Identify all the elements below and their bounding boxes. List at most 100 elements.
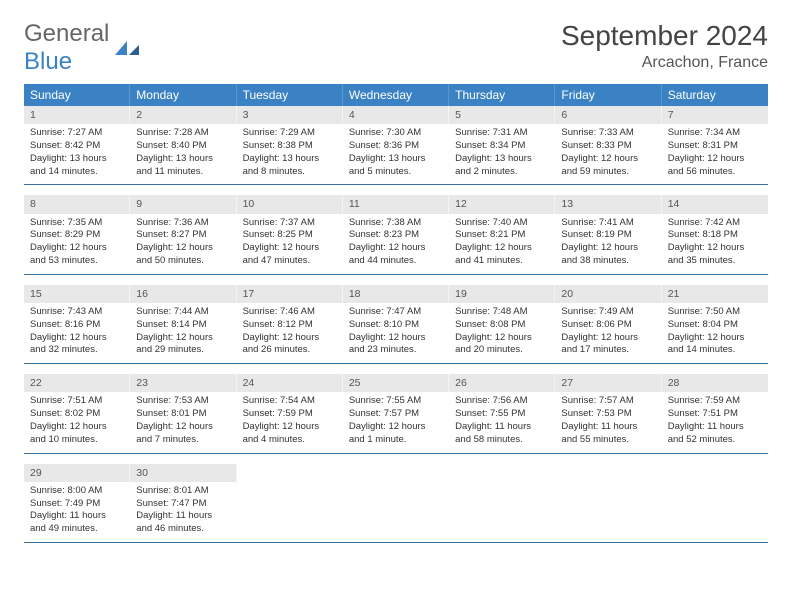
- sunrise-line: Sunrise: 7:28 AM: [136, 127, 230, 140]
- day-body: Sunrise: 7:33 AMSunset: 8:33 PMDaylight:…: [555, 124, 661, 184]
- day-number: 20: [555, 285, 661, 303]
- sunrise-line: Sunrise: 7:50 AM: [668, 306, 762, 319]
- sunrise-line: Sunrise: 7:30 AM: [349, 127, 443, 140]
- dow-cell: Sunday: [24, 84, 130, 106]
- day-cell: 7Sunrise: 7:34 AMSunset: 8:31 PMDaylight…: [662, 106, 768, 184]
- day-number: 26: [449, 374, 555, 392]
- week-row: 8Sunrise: 7:35 AMSunset: 8:29 PMDaylight…: [24, 195, 768, 274]
- day-cell: 17Sunrise: 7:46 AMSunset: 8:12 PMDayligh…: [237, 285, 343, 363]
- daylight-line: Daylight: 12 hours and 35 minutes.: [668, 242, 762, 268]
- daylight-line: Daylight: 12 hours and 29 minutes.: [136, 332, 230, 358]
- day-number: 18: [343, 285, 449, 303]
- daylight-line: Daylight: 12 hours and 56 minutes.: [668, 153, 762, 179]
- sunset-line: Sunset: 8:38 PM: [243, 140, 337, 153]
- day-cell: 3Sunrise: 7:29 AMSunset: 8:38 PMDaylight…: [237, 106, 343, 184]
- day-number: 7: [662, 106, 768, 124]
- day-cell: 25Sunrise: 7:55 AMSunset: 7:57 PMDayligh…: [343, 374, 449, 452]
- day-body: Sunrise: 7:44 AMSunset: 8:14 PMDaylight:…: [130, 303, 236, 363]
- day-body: Sunrise: 7:43 AMSunset: 8:16 PMDaylight:…: [24, 303, 130, 363]
- sunset-line: Sunset: 8:27 PM: [136, 229, 230, 242]
- day-number: 1: [24, 106, 130, 124]
- day-body: Sunrise: 7:34 AMSunset: 8:31 PMDaylight:…: [662, 124, 768, 184]
- sunset-line: Sunset: 8:01 PM: [136, 408, 230, 421]
- daylight-line: Daylight: 12 hours and 10 minutes.: [30, 421, 124, 447]
- sunrise-line: Sunrise: 7:38 AM: [349, 217, 443, 230]
- day-body: Sunrise: 7:31 AMSunset: 8:34 PMDaylight:…: [449, 124, 555, 184]
- day-body: Sunrise: 7:36 AMSunset: 8:27 PMDaylight:…: [130, 214, 236, 274]
- daylight-line: Daylight: 12 hours and 17 minutes.: [561, 332, 655, 358]
- sunset-line: Sunset: 8:14 PM: [136, 319, 230, 332]
- day-number: 14: [662, 195, 768, 213]
- daylight-line: Daylight: 12 hours and 47 minutes.: [243, 242, 337, 268]
- sunset-line: Sunset: 8:08 PM: [455, 319, 549, 332]
- daylight-line: Daylight: 11 hours and 52 minutes.: [668, 421, 762, 447]
- day-number: 11: [343, 195, 449, 213]
- day-cell: 12Sunrise: 7:40 AMSunset: 8:21 PMDayligh…: [449, 195, 555, 273]
- sunset-line: Sunset: 8:31 PM: [668, 140, 762, 153]
- sunrise-line: Sunrise: 7:49 AM: [561, 306, 655, 319]
- day-cell: 29Sunrise: 8:00 AMSunset: 7:49 PMDayligh…: [24, 464, 130, 542]
- day-cell-empty: [237, 464, 343, 542]
- day-cell: 4Sunrise: 7:30 AMSunset: 8:36 PMDaylight…: [343, 106, 449, 184]
- daylight-line: Daylight: 11 hours and 49 minutes.: [30, 510, 124, 536]
- sunrise-line: Sunrise: 7:46 AM: [243, 306, 337, 319]
- sunset-line: Sunset: 8:25 PM: [243, 229, 337, 242]
- day-body: Sunrise: 7:59 AMSunset: 7:51 PMDaylight:…: [662, 392, 768, 452]
- title-block: September 2024 Arcachon, France: [561, 20, 768, 72]
- day-body: Sunrise: 7:48 AMSunset: 8:08 PMDaylight:…: [449, 303, 555, 363]
- day-number: 21: [662, 285, 768, 303]
- dow-cell: Monday: [130, 84, 236, 106]
- sunrise-line: Sunrise: 7:43 AM: [30, 306, 124, 319]
- sunset-line: Sunset: 8:18 PM: [668, 229, 762, 242]
- day-number: 30: [130, 464, 236, 482]
- daylight-line: Daylight: 11 hours and 46 minutes.: [136, 510, 230, 536]
- sunset-line: Sunset: 8:23 PM: [349, 229, 443, 242]
- sunrise-line: Sunrise: 8:00 AM: [30, 485, 124, 498]
- day-number: 8: [24, 195, 130, 213]
- sunset-line: Sunset: 8:33 PM: [561, 140, 655, 153]
- day-cell: 15Sunrise: 7:43 AMSunset: 8:16 PMDayligh…: [24, 285, 130, 363]
- day-body: Sunrise: 7:35 AMSunset: 8:29 PMDaylight:…: [24, 214, 130, 274]
- daylight-line: Daylight: 11 hours and 55 minutes.: [561, 421, 655, 447]
- sunrise-line: Sunrise: 7:59 AM: [668, 395, 762, 408]
- sunrise-line: Sunrise: 7:36 AM: [136, 217, 230, 230]
- day-number: 16: [130, 285, 236, 303]
- sunrise-line: Sunrise: 7:41 AM: [561, 217, 655, 230]
- sunset-line: Sunset: 8:06 PM: [561, 319, 655, 332]
- day-number: 15: [24, 285, 130, 303]
- day-body: Sunrise: 7:57 AMSunset: 7:53 PMDaylight:…: [555, 392, 661, 452]
- day-cell: 1Sunrise: 7:27 AMSunset: 8:42 PMDaylight…: [24, 106, 130, 184]
- day-body: Sunrise: 8:01 AMSunset: 7:47 PMDaylight:…: [130, 482, 236, 542]
- week-row: 22Sunrise: 7:51 AMSunset: 8:02 PMDayligh…: [24, 374, 768, 453]
- day-body: Sunrise: 7:49 AMSunset: 8:06 PMDaylight:…: [555, 303, 661, 363]
- day-cell: 6Sunrise: 7:33 AMSunset: 8:33 PMDaylight…: [555, 106, 661, 184]
- sunset-line: Sunset: 8:29 PM: [30, 229, 124, 242]
- daylight-line: Daylight: 12 hours and 44 minutes.: [349, 242, 443, 268]
- day-body: Sunrise: 7:42 AMSunset: 8:18 PMDaylight:…: [662, 214, 768, 274]
- daylight-line: Daylight: 12 hours and 50 minutes.: [136, 242, 230, 268]
- day-number: 28: [662, 374, 768, 392]
- location: Arcachon, France: [561, 54, 768, 72]
- day-cell: 23Sunrise: 7:53 AMSunset: 8:01 PMDayligh…: [130, 374, 236, 452]
- sunset-line: Sunset: 7:53 PM: [561, 408, 655, 421]
- dow-row: SundayMondayTuesdayWednesdayThursdayFrid…: [24, 84, 768, 106]
- calendar: SundayMondayTuesdayWednesdayThursdayFrid…: [24, 84, 768, 543]
- day-body: Sunrise: 7:29 AMSunset: 8:38 PMDaylight:…: [237, 124, 343, 184]
- daylight-line: Daylight: 13 hours and 11 minutes.: [136, 153, 230, 179]
- day-number: 19: [449, 285, 555, 303]
- daylight-line: Daylight: 12 hours and 53 minutes.: [30, 242, 124, 268]
- day-body: Sunrise: 7:47 AMSunset: 8:10 PMDaylight:…: [343, 303, 449, 363]
- logo-general: General: [24, 20, 109, 47]
- week-row: 29Sunrise: 8:00 AMSunset: 7:49 PMDayligh…: [24, 464, 768, 543]
- week-row: 15Sunrise: 7:43 AMSunset: 8:16 PMDayligh…: [24, 285, 768, 364]
- day-number: 22: [24, 374, 130, 392]
- week-row: 1Sunrise: 7:27 AMSunset: 8:42 PMDaylight…: [24, 106, 768, 185]
- sunrise-line: Sunrise: 7:29 AM: [243, 127, 337, 140]
- sunrise-line: Sunrise: 7:44 AM: [136, 306, 230, 319]
- sunrise-line: Sunrise: 7:47 AM: [349, 306, 443, 319]
- sunrise-line: Sunrise: 7:33 AM: [561, 127, 655, 140]
- sunset-line: Sunset: 8:10 PM: [349, 319, 443, 332]
- day-cell: 8Sunrise: 7:35 AMSunset: 8:29 PMDaylight…: [24, 195, 130, 273]
- sunrise-line: Sunrise: 7:54 AM: [243, 395, 337, 408]
- dow-cell: Saturday: [662, 84, 768, 106]
